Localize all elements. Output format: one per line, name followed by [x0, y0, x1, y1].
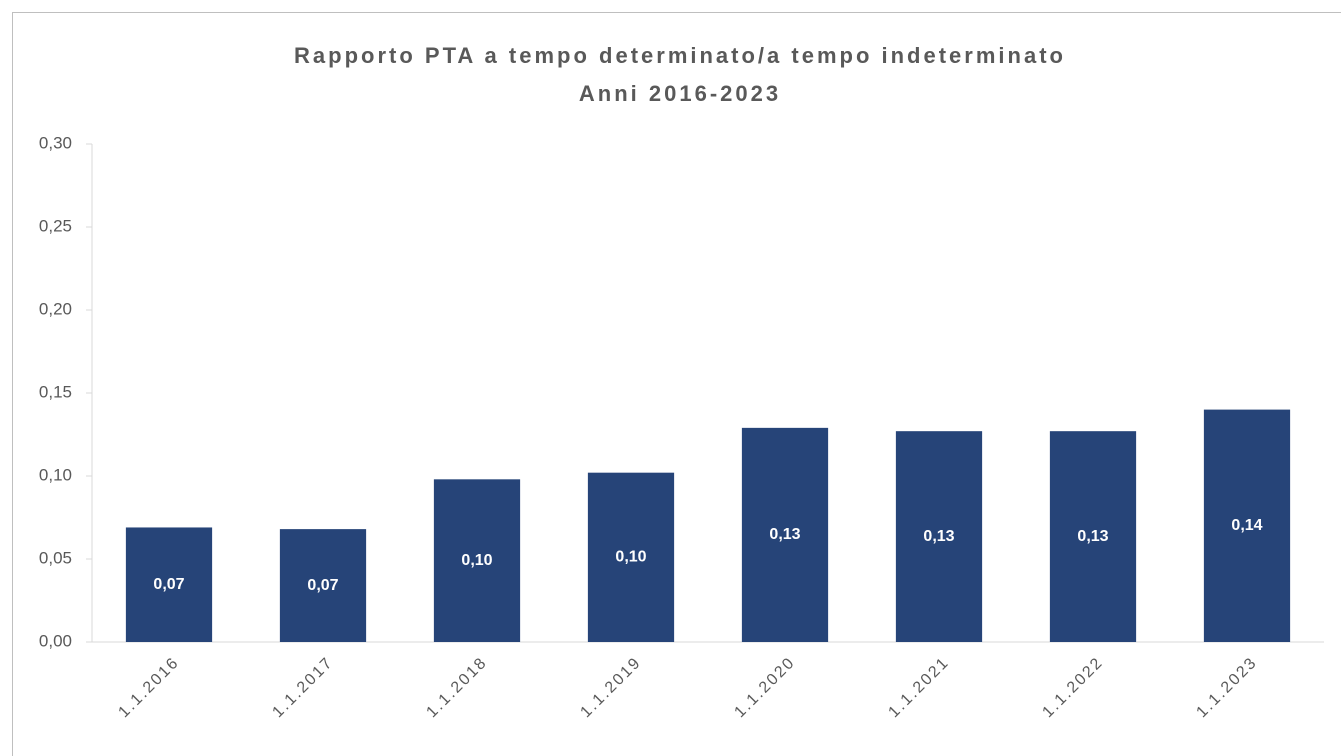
bar	[1203, 409, 1291, 642]
value-label: 0,13	[923, 528, 954, 545]
y-tick-label: 0,10	[39, 465, 72, 484]
value-label: 0,13	[1077, 528, 1108, 545]
bar	[1049, 431, 1137, 642]
chart-subtitle: Anni 2016-2023	[579, 81, 781, 106]
y-tick-label: 0,30	[39, 133, 72, 152]
bar	[741, 427, 829, 642]
value-label: 0,13	[769, 526, 800, 543]
value-label: 0,07	[153, 576, 184, 593]
chart-border	[12, 12, 1341, 756]
y-tick-label: 0,00	[39, 631, 72, 650]
bar	[895, 431, 983, 642]
y-tick-label: 0,15	[39, 382, 72, 401]
value-label: 0,10	[461, 552, 492, 569]
value-label: 0,14	[1231, 517, 1262, 534]
bar	[279, 529, 367, 642]
chart-title: Rapporto PTA a tempo determinato/a tempo…	[294, 43, 1066, 68]
value-label: 0,10	[615, 549, 646, 566]
y-tick-label: 0,05	[39, 548, 72, 567]
bar	[433, 479, 521, 642]
value-label: 0,07	[307, 577, 338, 594]
y-tick-label: 0,20	[39, 299, 72, 318]
bar	[125, 527, 213, 642]
y-tick-label: 0,25	[39, 216, 72, 235]
bar	[587, 472, 675, 642]
